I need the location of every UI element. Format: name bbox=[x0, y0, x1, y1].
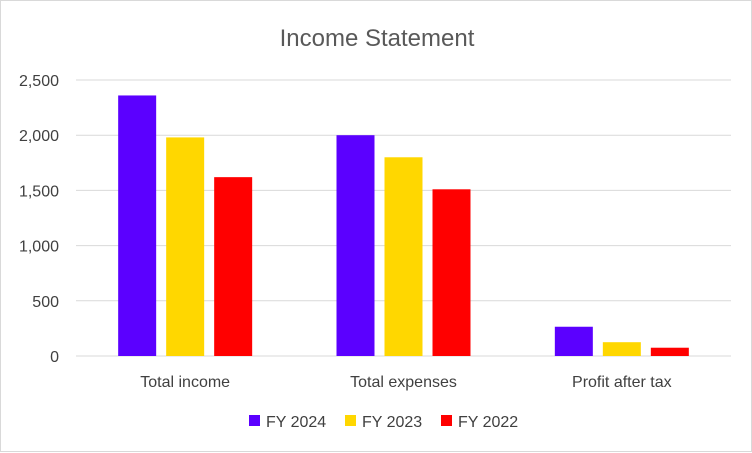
x-category-label: Total expenses bbox=[350, 374, 457, 391]
x-axis-categories: Total income Total expenses Profit after t… bbox=[140, 374, 671, 391]
legend-label: FY 2024 bbox=[266, 414, 326, 431]
bar bbox=[214, 177, 253, 356]
y-axis-ticks: 0 500 1,000 1,500 2,000 2,500 bbox=[19, 73, 59, 366]
chart-title: Income Statement bbox=[280, 25, 475, 52]
legend-swatch bbox=[441, 415, 452, 426]
bars bbox=[118, 95, 689, 357]
bar bbox=[602, 342, 641, 356]
legend-swatch bbox=[345, 415, 356, 426]
bar bbox=[384, 157, 423, 356]
y-tick-label: 2,500 bbox=[19, 73, 59, 90]
x-category-label: Profit after tax bbox=[572, 374, 672, 391]
y-tick-label: 1,000 bbox=[19, 239, 59, 256]
y-tick-label: 1,500 bbox=[19, 183, 59, 200]
legend-label: FY 2023 bbox=[362, 414, 422, 431]
legend-swatch bbox=[249, 415, 260, 426]
bar bbox=[650, 347, 689, 356]
y-tick-label: 0 bbox=[50, 349, 59, 366]
x-category-label: Total income bbox=[140, 374, 230, 391]
y-tick-label: 500 bbox=[32, 294, 59, 311]
bar bbox=[432, 189, 471, 356]
bar bbox=[166, 137, 205, 356]
y-tick-label: 2,000 bbox=[19, 128, 59, 145]
bar bbox=[118, 95, 157, 357]
bar bbox=[336, 135, 375, 356]
legend-label: FY 2022 bbox=[458, 414, 518, 431]
legend: FY 2024 FY 2023 FY 2022 bbox=[249, 414, 518, 431]
bar bbox=[554, 326, 593, 356]
